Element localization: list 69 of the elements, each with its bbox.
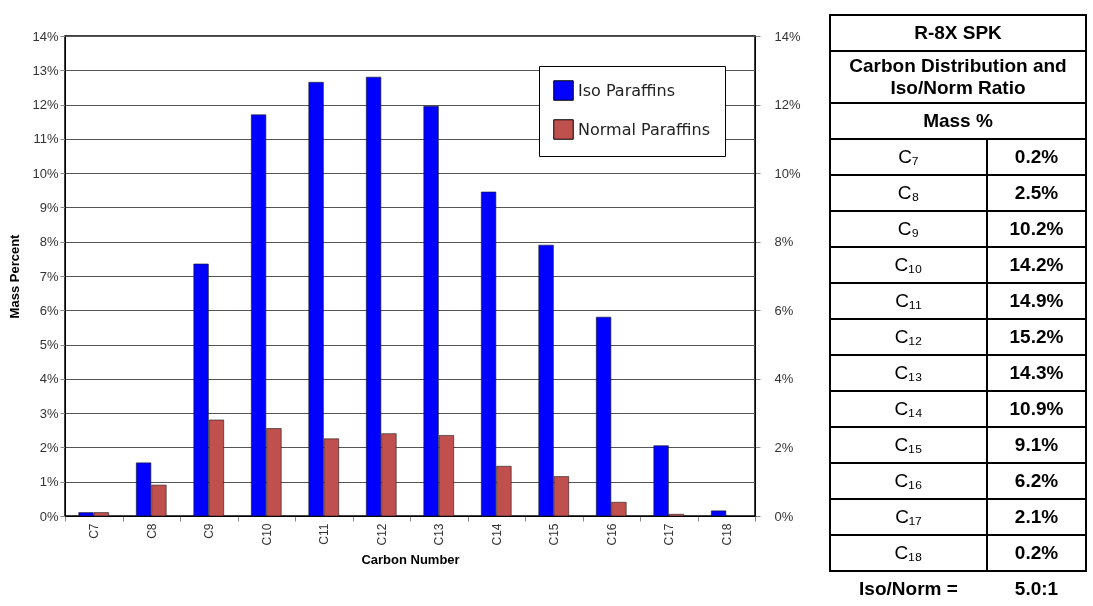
- text: 10.9%: [986, 391, 1086, 427]
- x-tick-label: C11: [317, 523, 332, 545]
- y-tick-label: 13%: [32, 62, 59, 78]
- y-tick-label: 3%: [39, 405, 59, 421]
- x-tick-label: C17: [662, 523, 677, 546]
- text: 6.2%: [986, 463, 1086, 499]
- text: 14.2%: [986, 247, 1086, 283]
- text: C₁₂: [830, 319, 987, 355]
- text: 14.9%: [986, 283, 1086, 319]
- text: C₁₀: [830, 247, 987, 283]
- x-tick-label: C12: [374, 523, 389, 546]
- text: C₁₇: [830, 499, 987, 535]
- y-tick-label: 14%: [32, 28, 59, 44]
- y2-tick-label: 6%: [774, 302, 794, 318]
- y-tick-label: 12%: [32, 97, 59, 113]
- y2-tick-label: 8%: [774, 234, 794, 250]
- x-tick-label: C13: [432, 523, 447, 546]
- x-tick-label: C10: [259, 523, 274, 546]
- text: 15.2%: [986, 319, 1086, 355]
- text: C₁₈: [830, 535, 987, 571]
- text: Iso/Norm =: [830, 571, 987, 606]
- x-axis-title: Carbon Number: [361, 551, 460, 567]
- text: 2.1%: [986, 499, 1086, 535]
- text: Mass %: [830, 103, 1086, 139]
- text: 10.2%: [986, 211, 1086, 247]
- text: C₁₃: [830, 355, 987, 391]
- text: C₉: [830, 211, 987, 247]
- x-tick-label: C15: [547, 523, 562, 546]
- x-tick-label: C14: [489, 523, 504, 546]
- text: C₁₅: [830, 427, 987, 463]
- y2-tick-label: 2%: [774, 439, 794, 455]
- text: C₈: [830, 175, 987, 211]
- y-tick-label: 1%: [39, 474, 59, 490]
- text: 5.0:1: [986, 571, 1086, 606]
- text: Carbon Distribution and Iso/Norm Ratio: [830, 51, 1086, 103]
- bar: [711, 510, 727, 517]
- text: 14.3%: [986, 355, 1086, 391]
- x-tick-label: C18: [719, 523, 734, 546]
- y-tick-label: 6%: [39, 302, 59, 318]
- x-tick-label: C16: [604, 523, 619, 546]
- y-axis-title: Mass Percent: [7, 233, 23, 319]
- y2-tick-label: 10%: [774, 165, 801, 181]
- y-tick-label: 11%: [33, 131, 59, 147]
- y2-tick-label: 0%: [774, 508, 794, 524]
- text: C₇: [830, 139, 987, 175]
- y2-tick-label: 4%: [774, 371, 794, 387]
- x-tick-label: C7: [87, 523, 102, 539]
- text: 0.2%: [986, 535, 1086, 571]
- y-tick-label: 2%: [39, 439, 59, 455]
- text: 9.1%: [986, 427, 1086, 463]
- text: C₁₆: [830, 463, 987, 499]
- text: 2.5%: [986, 175, 1086, 211]
- y-tick-label: 5%: [39, 337, 59, 353]
- y-tick-label: 10%: [32, 165, 59, 181]
- text: C₁₄: [830, 391, 987, 427]
- x-tick-label: C8: [144, 523, 159, 539]
- legend-label: Normal Paraffins: [578, 119, 711, 139]
- y-tick-label: 0%: [39, 508, 59, 524]
- text: R-8X SPK: [830, 15, 1086, 51]
- text: C₁₁: [830, 283, 987, 319]
- y-tick-label: 9%: [39, 199, 59, 215]
- text: 0.2%: [986, 139, 1086, 175]
- x-tick-label: C9: [202, 523, 217, 539]
- y-tick-label: 8%: [39, 234, 59, 250]
- y2-tick-label: 14%: [774, 28, 801, 44]
- y-tick-label: 4%: [39, 371, 59, 387]
- y-tick-label: 7%: [39, 268, 59, 284]
- legend-label: Iso Paraffins: [578, 80, 675, 100]
- y2-tick-label: 12%: [774, 97, 801, 113]
